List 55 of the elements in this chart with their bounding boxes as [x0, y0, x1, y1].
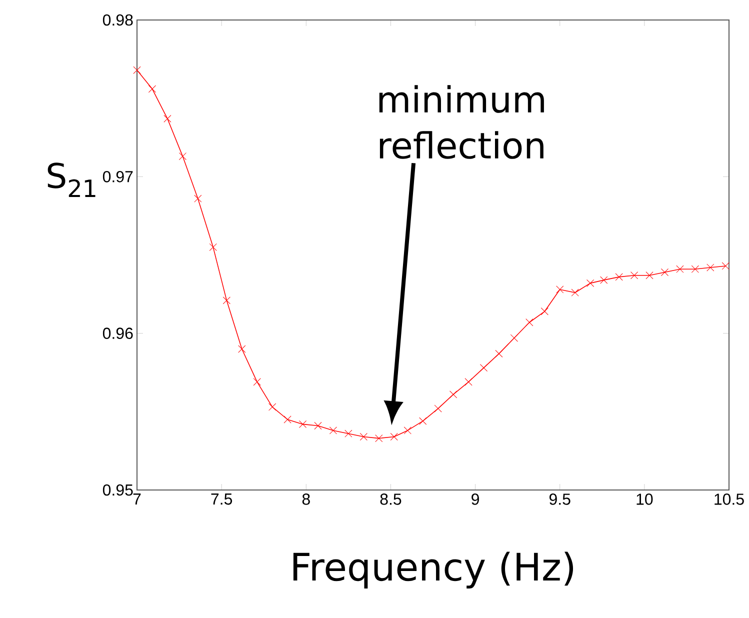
- y-tick-label: 0.97: [102, 171, 133, 182]
- point: [586, 279, 594, 287]
- y-tick-label: 0.96: [102, 328, 133, 339]
- point: [329, 426, 337, 434]
- point: [133, 66, 141, 74]
- point: [706, 264, 714, 272]
- point: [148, 85, 156, 93]
- point: [238, 345, 246, 353]
- point: [526, 318, 534, 326]
- point: [660, 268, 669, 276]
- point: [268, 403, 276, 411]
- point: [222, 296, 230, 304]
- y-tick-label: 0.98: [102, 14, 133, 26]
- point: [164, 114, 172, 122]
- y-axis-title: S$_{21}$: [48, 162, 96, 197]
- point: [676, 265, 684, 273]
- point: [630, 272, 638, 280]
- point: [314, 422, 322, 430]
- point: [556, 286, 564, 294]
- point: [615, 273, 623, 281]
- x-tick-label: 7: [133, 494, 141, 505]
- y-tick-label: 0.95: [102, 484, 133, 496]
- point: [360, 432, 368, 441]
- point: [434, 404, 442, 412]
- point: [375, 434, 383, 442]
- annotation: minimum reflection: [379, 85, 544, 159]
- x-tick-label: 8.5: [380, 494, 402, 505]
- point: [419, 417, 427, 425]
- x-tick-label: 10: [636, 494, 653, 505]
- point: [495, 350, 503, 358]
- x-tick-label: 7.5: [211, 494, 232, 505]
- x-tick-label: 8: [302, 494, 310, 505]
- point: [691, 265, 699, 273]
- point: [253, 378, 261, 386]
- x-tick-label: 9.5: [549, 494, 570, 505]
- point: [284, 416, 292, 424]
- point: [194, 194, 202, 202]
- point: [510, 334, 518, 342]
- point: [646, 272, 654, 280]
- point: [178, 152, 186, 160]
- point: [209, 243, 217, 251]
- point: [404, 426, 412, 434]
- point: [298, 420, 307, 428]
- point: [344, 430, 352, 438]
- point: [571, 288, 579, 296]
- x-tick-label: 9: [472, 494, 479, 505]
- x-axis-title: Frequency (Hz): [293, 552, 574, 588]
- point: [390, 432, 398, 441]
- point: [450, 390, 458, 398]
- x-tick-label: 10.5: [714, 494, 744, 505]
- point: [480, 364, 488, 372]
- point: [600, 276, 608, 284]
- point: [464, 378, 472, 386]
- point: [722, 262, 730, 270]
- point: [540, 308, 548, 316]
